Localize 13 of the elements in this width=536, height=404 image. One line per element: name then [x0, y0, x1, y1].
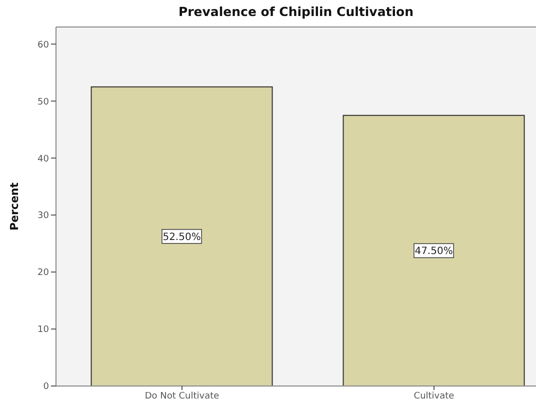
y-tick-label: 40 — [38, 154, 50, 164]
x-tick-label: Do Not Cultivate — [144, 391, 220, 402]
x-tick-label: Cultivate — [414, 391, 455, 402]
y-tick-label: 50 — [38, 97, 50, 108]
y-tick-label: 30 — [38, 211, 50, 222]
y-tick-label: 10 — [38, 325, 50, 336]
y-tick-label: 0 — [43, 382, 50, 392]
y-axis-title: Percent — [8, 182, 21, 231]
y-tick-label: 60 — [38, 40, 50, 50]
y-tick-label: 20 — [38, 268, 50, 278]
data-label: 47.50% — [414, 246, 453, 258]
data-label: 52.50% — [162, 232, 201, 243]
chart-title: Prevalence of Chipilin Cultivation — [177, 4, 415, 19]
